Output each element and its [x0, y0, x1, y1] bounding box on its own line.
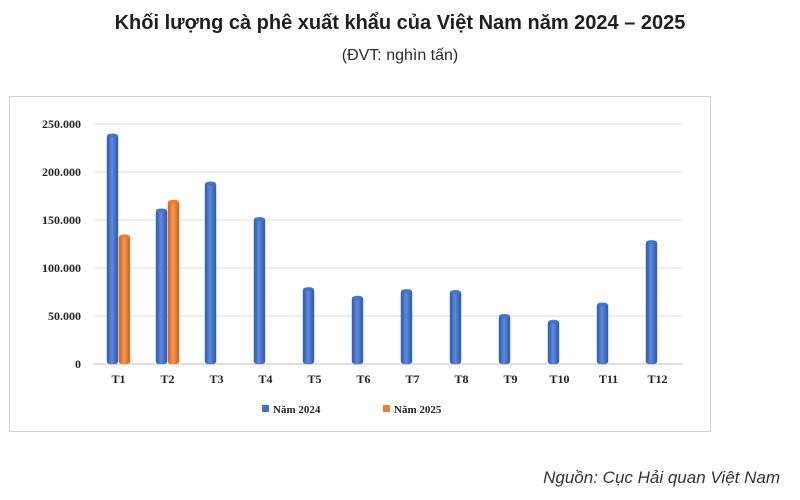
- y-tick-label: 100.000: [42, 261, 81, 275]
- x-tick-label: T1: [111, 372, 125, 386]
- bar-năm-2024-t11: [596, 303, 609, 365]
- bar-năm-2024-t8: [449, 290, 462, 365]
- y-tick-label: 50.000: [48, 309, 81, 323]
- chart-area: 0 50.000 100.000 150.000 200.000 250.000 T1 T2 T…: [9, 96, 711, 432]
- bar-cap: [303, 287, 314, 292]
- x-tick-label: T12: [647, 372, 667, 386]
- legend-label: Năm 2025: [394, 404, 442, 416]
- bar-cap: [119, 234, 130, 239]
- x-tick-label: T4: [258, 372, 272, 386]
- x-tick-label: T2: [160, 372, 174, 386]
- y-tick-label: 0: [75, 357, 81, 371]
- bar-năm-2024-t9: [498, 314, 511, 365]
- bar-cap: [646, 240, 657, 245]
- bar-cap: [352, 295, 363, 300]
- bar-năm-2024-t12: [645, 240, 658, 365]
- bar-năm-2025-t2: [167, 200, 180, 365]
- bar-cap: [548, 319, 559, 324]
- y-tick-label: 200.000: [42, 165, 81, 179]
- bar-cap: [156, 208, 167, 213]
- x-tick-label: T3: [209, 372, 223, 386]
- x-tick-label: T9: [503, 372, 517, 386]
- bar-năm-2024-t4: [253, 217, 266, 365]
- x-tick-label: T10: [549, 372, 569, 386]
- x-tick-label: T11: [599, 372, 618, 386]
- bar-cap: [254, 217, 265, 222]
- y-tick-label: 250.000: [42, 117, 81, 131]
- bar-năm-2024-t5: [302, 287, 315, 365]
- bar-cap: [168, 199, 179, 204]
- bar-cap: [597, 302, 608, 307]
- bar-năm-2024-t1: [106, 134, 119, 365]
- x-tick-label: T5: [307, 372, 321, 386]
- x-tick-label: T7: [405, 372, 419, 386]
- bar-năm-2024-t6: [351, 296, 364, 365]
- bar-năm-2024-t2: [155, 209, 168, 365]
- legend-swatch: [383, 405, 390, 412]
- x-tick-label: T6: [356, 372, 370, 386]
- legend-swatch: [262, 405, 269, 412]
- legend-label: Năm 2024: [273, 404, 321, 416]
- source-note: Nguồn: Cục Hải quan Việt Nam: [543, 468, 780, 487]
- bar-năm-2024-t3: [204, 182, 217, 365]
- chart-subtitle: (ĐVT: nghìn tấn): [341, 47, 459, 64]
- bar-năm-2024-t10: [547, 320, 560, 365]
- bar-cap: [499, 314, 510, 319]
- x-tick-label: T8: [454, 372, 468, 386]
- bar-cap: [401, 289, 412, 294]
- bar-năm-2024-t7: [400, 289, 413, 365]
- y-tick-label: 150.000: [42, 213, 81, 227]
- bar-cap: [107, 133, 118, 138]
- bar-cap: [450, 290, 461, 295]
- bar-năm-2025-t1: [118, 235, 131, 365]
- bar-cap: [205, 181, 216, 186]
- bar-chart: 0 50.000 100.000 150.000 200.000 250.000 T1 T2 T…: [42, 117, 682, 416]
- chart-title: Khối lượng cà phê xuất khẩu của Việt Nam…: [114, 12, 686, 34]
